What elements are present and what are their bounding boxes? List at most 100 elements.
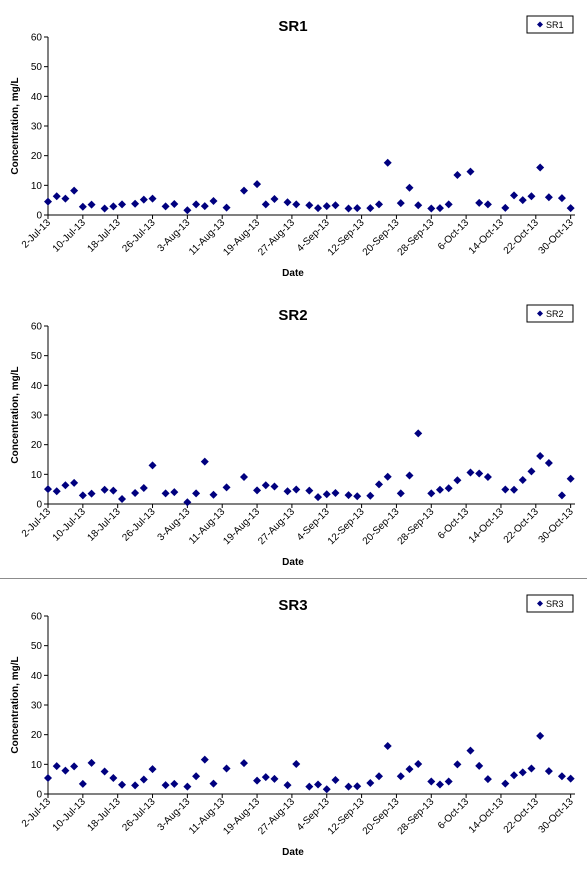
chart-title: SR3 bbox=[278, 597, 307, 614]
data-point-sr3 bbox=[283, 781, 292, 790]
data-point-sr2 bbox=[353, 492, 362, 501]
data-point-sr1 bbox=[209, 197, 218, 206]
x-tick-label: 26-Jul-13 bbox=[120, 506, 158, 544]
x-tick-label: 14-Oct-13 bbox=[467, 506, 507, 546]
legend: SR2 bbox=[526, 304, 574, 323]
x-tick-label: 20-Sep-13 bbox=[361, 217, 402, 258]
data-point-sr3 bbox=[501, 779, 510, 788]
legend: SR1 bbox=[526, 15, 574, 34]
data-point-sr3 bbox=[527, 764, 536, 773]
x-tick-label: 12-Sep-13 bbox=[326, 506, 367, 547]
data-point-sr2 bbox=[44, 485, 52, 494]
data-point-sr2 bbox=[239, 473, 248, 482]
data-point-sr1 bbox=[444, 200, 453, 209]
y-tick-label: 30 bbox=[31, 411, 43, 422]
x-tick-label: 22-Oct-13 bbox=[502, 217, 542, 257]
data-point-sr3 bbox=[170, 779, 179, 788]
x-tick-label: 19-Aug-13 bbox=[221, 796, 262, 837]
x-tick-label: 26-Jul-13 bbox=[120, 217, 158, 255]
x-tick-label: 28-Sep-13 bbox=[396, 796, 437, 837]
x-tick-label: 20-Sep-13 bbox=[361, 506, 402, 547]
data-point-sr3 bbox=[239, 759, 248, 768]
data-point-sr1 bbox=[527, 192, 536, 201]
data-point-sr2 bbox=[200, 457, 209, 466]
data-point-sr1 bbox=[109, 202, 118, 211]
legend-label: SR2 bbox=[546, 309, 564, 319]
data-point-sr1 bbox=[131, 199, 140, 208]
data-point-sr2 bbox=[483, 473, 492, 482]
data-point-sr3 bbox=[305, 782, 314, 791]
y-tick-label: 30 bbox=[31, 122, 43, 133]
data-point-sr3 bbox=[405, 765, 414, 774]
data-point-sr1 bbox=[314, 204, 323, 213]
data-point-sr2 bbox=[148, 461, 157, 470]
data-point-sr1 bbox=[475, 198, 484, 207]
data-point-sr2 bbox=[283, 487, 292, 496]
y-axis-title: Concentration, mg/L bbox=[10, 366, 21, 463]
data-point-sr2 bbox=[396, 489, 405, 498]
y-tick-label: 50 bbox=[31, 641, 43, 652]
data-point-sr1 bbox=[192, 200, 201, 209]
data-point-sr3 bbox=[344, 782, 353, 791]
chart-sr1: SR1 0 10 20 30 40 50 60 2-Jul-1310-Jul-1318-Jul-… bbox=[10, 15, 577, 279]
x-tick-label: 27-Aug-13 bbox=[256, 217, 297, 258]
legend-box bbox=[526, 15, 574, 34]
data-point-sr2 bbox=[566, 474, 575, 483]
data-point-sr3 bbox=[192, 772, 201, 781]
data-point-sr3 bbox=[209, 779, 218, 788]
data-point-sr2 bbox=[475, 469, 484, 478]
data-point-sr1 bbox=[518, 196, 527, 205]
data-point-sr1 bbox=[353, 204, 362, 213]
data-point-sr3 bbox=[444, 777, 453, 786]
data-point-sr1 bbox=[222, 203, 231, 212]
x-axis-title: Date bbox=[282, 557, 304, 568]
data-point-sr2 bbox=[444, 484, 453, 493]
y-tick-label: 30 bbox=[31, 701, 43, 712]
data-point-sr3 bbox=[270, 774, 279, 783]
x-tick-label: 6-Oct-13 bbox=[436, 506, 472, 542]
data-point-sr1 bbox=[44, 197, 52, 206]
x-tick-label: 2-Jul-13 bbox=[20, 506, 54, 540]
data-point-sr1 bbox=[70, 186, 79, 195]
data-point-sr1 bbox=[501, 203, 510, 212]
data-point-sr3 bbox=[131, 781, 140, 790]
data-point-sr3 bbox=[61, 766, 70, 775]
data-point-sr3 bbox=[466, 746, 475, 755]
x-tick-label: 30-Oct-13 bbox=[537, 217, 577, 257]
data-point-sr3 bbox=[322, 785, 331, 794]
y-tick-label: 0 bbox=[36, 790, 42, 801]
data-point-sr1 bbox=[405, 183, 414, 192]
data-point-sr1 bbox=[536, 163, 545, 172]
x-tick-label: 6-Oct-13 bbox=[436, 796, 472, 832]
data-point-sr1 bbox=[183, 206, 192, 215]
y-tick-label: 0 bbox=[36, 500, 42, 511]
data-point-sr2 bbox=[466, 468, 475, 477]
data-point-sr3 bbox=[536, 731, 545, 740]
data-point-sr3 bbox=[109, 773, 118, 782]
data-point-sr1 bbox=[292, 200, 301, 209]
x-tick-label: 14-Oct-13 bbox=[467, 796, 507, 836]
y-tick-label: 40 bbox=[31, 92, 43, 103]
data-point-sr2 bbox=[270, 482, 279, 491]
data-point-sr3 bbox=[557, 772, 566, 781]
data-point-sr1 bbox=[435, 204, 444, 213]
x-tick-label: 10-Jul-13 bbox=[51, 506, 89, 544]
data-point-sr3 bbox=[314, 780, 323, 789]
legend: SR3 bbox=[526, 594, 574, 613]
data-point-sr3 bbox=[118, 780, 127, 789]
data-point-sr1 bbox=[200, 202, 209, 211]
data-point-sr2 bbox=[192, 489, 201, 498]
y-tick-label: 10 bbox=[31, 760, 43, 771]
data-point-sr2 bbox=[118, 494, 127, 503]
x-tick-label: 6-Oct-13 bbox=[436, 217, 472, 253]
data-point-sr2 bbox=[161, 489, 170, 498]
data-point-sr2 bbox=[109, 486, 118, 495]
y-tick-label: 40 bbox=[31, 381, 43, 392]
x-tick-label: 10-Jul-13 bbox=[51, 796, 89, 834]
data-point-sr2 bbox=[518, 475, 527, 484]
y-tick-label: 20 bbox=[31, 730, 43, 741]
x-tick-label: 12-Sep-13 bbox=[326, 796, 367, 837]
x-tick-label: 20-Sep-13 bbox=[361, 796, 402, 837]
data-point-sr2 bbox=[453, 476, 462, 485]
data-point-sr2 bbox=[305, 486, 314, 495]
